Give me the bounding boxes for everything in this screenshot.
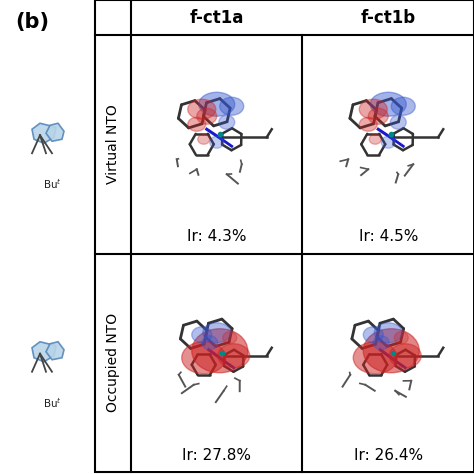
Ellipse shape xyxy=(353,342,397,374)
Bar xyxy=(132,36,301,253)
Ellipse shape xyxy=(394,332,408,344)
Ellipse shape xyxy=(188,99,216,119)
Ellipse shape xyxy=(391,97,415,115)
Text: (b): (b) xyxy=(15,12,49,32)
Ellipse shape xyxy=(198,134,210,144)
Ellipse shape xyxy=(192,329,248,373)
Text: Bu$^t$: Bu$^t$ xyxy=(43,396,62,410)
Ellipse shape xyxy=(389,344,421,368)
Ellipse shape xyxy=(369,134,381,144)
Text: Virtual NTO: Virtual NTO xyxy=(106,104,120,184)
Text: Ir: 4.3%: Ir: 4.3% xyxy=(187,229,246,244)
Ellipse shape xyxy=(359,117,377,131)
Bar xyxy=(303,36,473,253)
Polygon shape xyxy=(32,342,56,362)
Ellipse shape xyxy=(381,136,395,148)
Ellipse shape xyxy=(188,117,206,131)
Ellipse shape xyxy=(223,332,237,344)
Ellipse shape xyxy=(182,342,226,374)
Ellipse shape xyxy=(220,97,244,115)
Ellipse shape xyxy=(368,108,388,124)
Text: Ir: 4.5%: Ir: 4.5% xyxy=(358,229,418,244)
Ellipse shape xyxy=(210,136,224,148)
Text: f-ct1b: f-ct1b xyxy=(361,9,416,27)
Ellipse shape xyxy=(390,115,406,129)
Ellipse shape xyxy=(199,92,235,116)
Polygon shape xyxy=(32,123,56,143)
Ellipse shape xyxy=(202,336,218,350)
Bar xyxy=(132,255,301,471)
Text: Occupied NTO: Occupied NTO xyxy=(106,313,120,412)
Ellipse shape xyxy=(373,336,389,350)
Ellipse shape xyxy=(197,108,217,124)
Polygon shape xyxy=(46,123,64,141)
Ellipse shape xyxy=(370,92,406,116)
Text: Ir: 26.4%: Ir: 26.4% xyxy=(354,447,423,463)
Ellipse shape xyxy=(218,344,250,368)
Ellipse shape xyxy=(363,327,383,343)
Text: Bu$^t$: Bu$^t$ xyxy=(43,177,62,191)
Ellipse shape xyxy=(203,323,231,343)
Ellipse shape xyxy=(359,99,387,119)
Ellipse shape xyxy=(363,329,419,373)
Bar xyxy=(95,0,474,472)
Text: Ir: 27.8%: Ir: 27.8% xyxy=(182,447,251,463)
Ellipse shape xyxy=(192,327,212,343)
Ellipse shape xyxy=(374,323,402,343)
Text: f-ct1a: f-ct1a xyxy=(190,9,244,27)
Bar xyxy=(303,255,473,471)
Ellipse shape xyxy=(219,115,235,129)
Polygon shape xyxy=(46,342,64,360)
